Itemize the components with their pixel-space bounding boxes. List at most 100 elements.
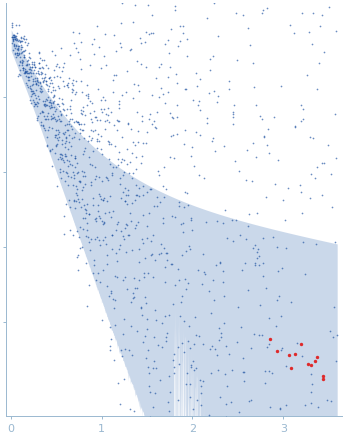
Point	[106, 138, 111, 145]
Point	[159, 319, 165, 326]
Point	[274, 296, 280, 303]
Point	[319, 11, 325, 18]
Point	[149, 11, 155, 18]
Point	[66, 196, 72, 203]
Point	[220, 268, 226, 275]
Point	[148, 252, 154, 259]
Point	[92, 236, 98, 243]
Point	[284, 424, 290, 431]
Point	[51, 74, 57, 81]
Point	[56, 102, 61, 109]
Point	[239, 324, 244, 331]
Point	[122, 197, 128, 204]
Point	[140, 211, 146, 218]
Point	[305, 361, 311, 368]
Point	[61, 158, 66, 165]
Point	[33, 69, 38, 76]
Point	[176, 42, 181, 49]
Point	[264, 141, 270, 148]
Point	[165, 250, 170, 257]
Point	[204, 15, 209, 22]
Point	[34, 115, 40, 122]
Point	[65, 120, 70, 127]
Point	[50, 114, 55, 121]
Point	[120, 277, 126, 284]
Point	[179, 340, 185, 347]
Point	[98, 105, 104, 112]
Point	[39, 108, 45, 114]
Point	[132, 197, 137, 204]
Point	[128, 159, 133, 166]
Point	[10, 36, 16, 43]
Point	[88, 127, 93, 134]
Point	[31, 98, 37, 105]
Point	[125, 200, 130, 207]
Point	[312, 357, 318, 364]
Point	[206, 89, 211, 96]
Point	[67, 160, 73, 167]
Point	[81, 214, 86, 221]
Point	[108, 108, 114, 115]
Point	[313, 427, 318, 434]
Point	[13, 33, 19, 40]
Point	[81, 168, 87, 175]
Point	[9, 24, 15, 31]
Point	[96, 130, 101, 137]
Point	[215, 99, 220, 106]
Point	[24, 61, 30, 68]
Point	[34, 98, 39, 105]
Point	[204, 119, 210, 126]
Point	[216, 366, 221, 373]
Point	[211, 0, 217, 6]
Point	[207, 411, 212, 418]
Point	[156, 418, 161, 425]
Point	[134, 166, 139, 173]
Point	[36, 69, 41, 76]
Point	[91, 147, 96, 154]
Point	[136, 185, 141, 192]
Point	[216, 93, 221, 100]
Point	[13, 21, 19, 28]
Point	[138, 305, 144, 312]
Point	[72, 153, 78, 160]
Point	[21, 51, 26, 58]
Point	[121, 171, 126, 178]
Point	[109, 246, 115, 253]
Point	[163, 312, 168, 319]
Point	[209, 343, 215, 350]
Point	[229, 367, 235, 374]
Point	[33, 78, 38, 85]
Point	[115, 117, 120, 124]
Point	[15, 37, 21, 44]
Point	[34, 78, 40, 85]
Point	[55, 140, 60, 147]
Point	[141, 273, 146, 280]
Point	[66, 79, 71, 86]
Point	[102, 31, 108, 38]
Point	[118, 39, 123, 46]
Point	[32, 91, 38, 98]
Point	[162, 40, 168, 47]
Point	[300, 106, 306, 113]
Point	[38, 119, 43, 126]
Point	[45, 87, 50, 94]
Point	[248, 344, 254, 351]
Point	[171, 363, 177, 370]
Point	[140, 338, 145, 345]
Point	[13, 35, 19, 42]
Point	[97, 215, 102, 222]
Point	[78, 121, 84, 128]
Point	[133, 222, 138, 229]
Point	[255, 210, 260, 217]
Point	[109, 171, 115, 178]
Point	[78, 77, 83, 84]
Point	[78, 66, 83, 73]
Point	[144, 129, 149, 136]
Point	[226, 77, 231, 84]
Point	[57, 168, 63, 175]
Point	[19, 50, 24, 57]
Point	[184, 86, 189, 93]
Point	[84, 303, 89, 310]
Point	[142, 39, 148, 46]
Point	[33, 80, 39, 87]
